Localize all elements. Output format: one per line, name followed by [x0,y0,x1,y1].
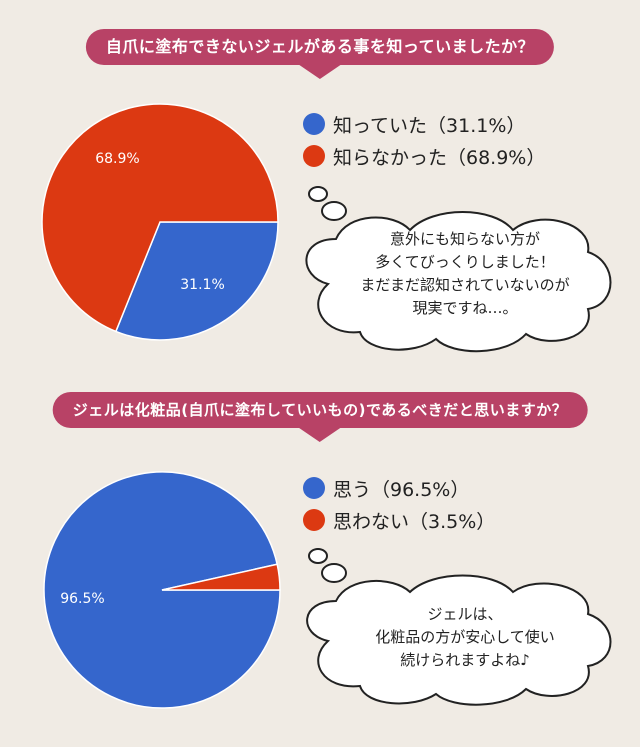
legend-item-unknown: 知らなかった（68.9%） [303,140,545,172]
question-2-text: ジェルは化粧品(自爪に塗布していいもの)であるべきだと思いますか？ [72,401,568,419]
legend-item-agree: 思う（96.5%） [303,472,495,504]
legend-item-known: 知っていた（31.1%） [303,108,545,140]
pie-data-label-0: 31.1% [180,277,224,293]
pie-data-label-1: 68.9% [95,151,139,167]
legend-label-agree: 思う（96.5%） [333,478,470,501]
legend-swatch-red [303,509,325,531]
question-1-text: 自爪に塗布できないジェルがある事を知っていましたか？ [105,37,535,56]
legend-2: 思う（96.5%） 思わない（3.5%） [303,472,495,536]
question-banner-2: ジェルは化粧品(自爪に塗布していいもの)であるべきだと思いますか？ [52,392,588,428]
legend-swatch-red [303,145,325,167]
legend-label-known: 知っていた（31.1%） [333,114,526,137]
thought-bubble-1 [305,186,612,353]
pie-slice-0 [43,471,281,709]
question-banner-1: 自爪に塗布できないジェルがある事を知っていましたか？ [85,29,555,65]
legend-item-disagree: 思わない（3.5%） [303,504,495,536]
bubble-1-text: 意外にも知らない方が 多くてびっくりしました！ まだまだ認知されていないのが 現… [360,230,570,317]
thought-bubble-2 [306,548,612,706]
legend-label-unknown: 知らなかった（68.9%） [333,146,546,169]
pie-slice-1 [161,563,281,591]
legend-1: 知っていた（31.1%） 知らなかった（68.9%） [303,108,545,172]
pie-data-label-0: 96.5% [60,591,104,607]
pie-slice-1 [41,103,279,333]
pie-slice-0 [114,221,279,341]
pie-chart-1: 31.1% 68.9% [41,103,279,341]
legend-label-disagree: 思わない（3.5%） [333,510,496,533]
legend-swatch-blue [303,113,325,135]
bubble-2-text: ジェルは、 化粧品の方が安心して使い 続けられますよね♪ [375,605,555,669]
legend-swatch-blue [303,477,325,499]
pie-chart-2: 96.5% [43,471,281,709]
